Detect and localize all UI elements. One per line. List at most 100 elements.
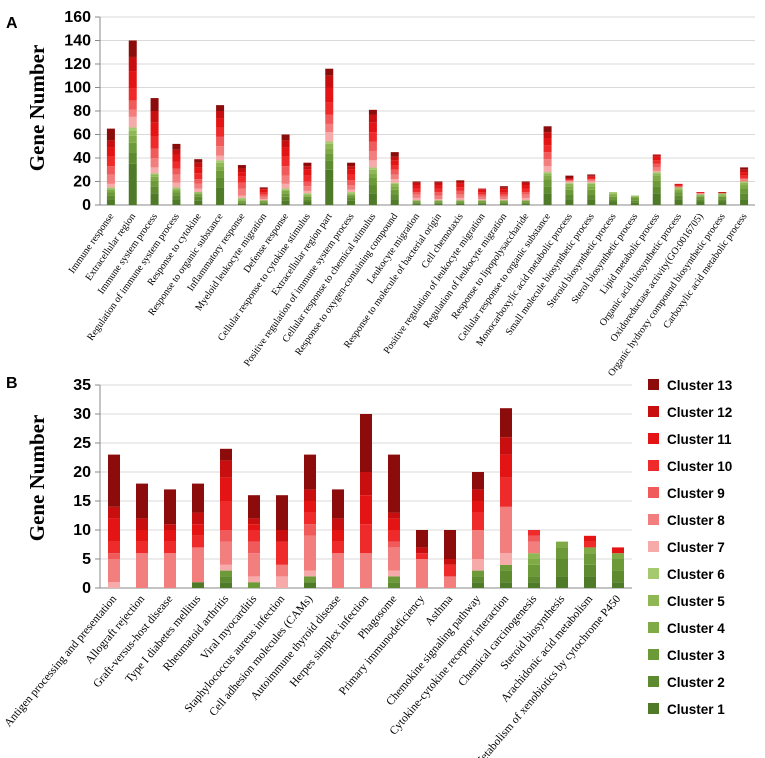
bar-segment-cluster-10 [388, 530, 400, 542]
bar-segment-cluster-3 [194, 194, 203, 197]
bar-segment-cluster-4 [106, 189, 115, 193]
bar-segment-cluster-11 [478, 189, 487, 193]
bar-segment-cluster-11 [543, 138, 552, 146]
bar-segment-cluster-10 [216, 127, 225, 137]
bar-segment-cluster-3 [696, 196, 705, 200]
bar-segment-cluster-13 [332, 489, 344, 519]
bar-segment-cluster-10 [456, 187, 465, 191]
bar-segment-cluster-7 [194, 188, 203, 193]
bar-segment-cluster-8 [456, 194, 465, 198]
bar-segment-cluster-13 [565, 175, 574, 178]
bar-segment-cluster-6 [368, 167, 377, 170]
bar-segment-cluster-7 [281, 183, 290, 189]
bar-segment-cluster-3 [652, 180, 661, 187]
bar-segment-cluster-3 [472, 570, 484, 577]
bar-segment-cluster-12 [281, 140, 290, 148]
bar-segment-cluster-10 [347, 174, 356, 181]
bar-segment-cluster-11 [192, 524, 204, 536]
bar-segment-cluster-1 [478, 203, 487, 205]
bar-segment-cluster-3 [556, 547, 568, 559]
bar-segment-cluster-9 [652, 163, 661, 168]
bar-segment-cluster-5 [630, 195, 639, 197]
bar-segment-cluster-7 [478, 199, 487, 201]
bar-segment-cluster-8 [416, 559, 428, 588]
bar-segment-cluster-1 [696, 201, 705, 205]
bar-segment-cluster-11 [412, 185, 421, 189]
bar-segment-cluster-13 [368, 109, 377, 115]
y-tick-label: 160 [64, 9, 91, 26]
legend-swatch [648, 595, 659, 606]
bar-segment-cluster-10 [674, 185, 683, 187]
bar-segment-cluster-8 [216, 146, 225, 156]
legend-swatch [648, 703, 659, 714]
bar-segment-cluster-11 [360, 495, 372, 525]
bar-segment-cluster-5 [172, 188, 181, 190]
bar-segment-cluster-10 [584, 541, 596, 548]
bar-segment-cluster-13 [587, 174, 596, 176]
bar-segment-cluster-10 [652, 160, 661, 164]
bar-segment-cluster-7 [521, 197, 530, 201]
bar-segment-cluster-5 [674, 188, 683, 190]
bar-segment-cluster-1 [630, 202, 639, 205]
bar-segment-cluster-6 [347, 192, 356, 194]
bar-segment-cluster-10 [416, 553, 428, 559]
legend-label: Cluster 8 [667, 513, 725, 528]
bar-segment-cluster-10 [304, 512, 316, 525]
bar-segment-cluster-11 [499, 189, 508, 193]
bar-segment-cluster-8 [106, 174, 115, 184]
bar-segment-cluster-4 [630, 196, 639, 198]
bar-segment-cluster-10 [194, 173, 203, 180]
bar-segment-cluster-10 [360, 524, 372, 554]
bar-segment-cluster-11 [740, 172, 749, 176]
bar-segment-cluster-1 [304, 582, 316, 588]
bar-segment-cluster-9 [347, 180, 356, 186]
bar-segment-cluster-8 [237, 188, 246, 196]
bar-segment-cluster-12 [565, 177, 574, 180]
bar-segment-cluster-9 [259, 194, 268, 197]
bar-segment-cluster-1 [412, 203, 421, 205]
bar-segment-cluster-13 [543, 126, 552, 133]
bar-segment-cluster-8 [303, 186, 312, 191]
bar-segment-cluster-4 [390, 186, 399, 190]
bar-segment-cluster-4 [543, 175, 552, 180]
bar-segment-cluster-13 [412, 181, 421, 183]
bar-segment-cluster-6 [237, 197, 246, 200]
bar-segment-cluster-11 [456, 183, 465, 188]
bar-segment-cluster-4 [150, 176, 159, 181]
bar-segment-cluster-7 [106, 183, 115, 188]
bar-segment-cluster-12 [216, 111, 225, 119]
bar-segment-cluster-3 [303, 196, 312, 200]
bar-segment-cluster-10 [220, 501, 232, 530]
bar-segment-cluster-4 [237, 200, 246, 202]
panel-b-label: B [6, 375, 18, 392]
bar-segment-cluster-2 [521, 202, 530, 204]
bar-segment-cluster-10 [303, 175, 312, 182]
bar-segment-cluster-5 [194, 192, 203, 194]
bar-segment-cluster-2 [325, 160, 334, 170]
bar-segment-cluster-11 [612, 547, 624, 554]
bar-segment-cluster-10 [164, 541, 176, 554]
bar-segment-cluster-12 [412, 182, 421, 186]
bar-segment-cluster-12 [106, 140, 115, 148]
y-tick-label: 0 [82, 580, 91, 597]
bar-segment-cluster-8 [304, 535, 316, 571]
bar-segment-cluster-1 [456, 203, 465, 205]
bar-segment-cluster-4 [347, 194, 356, 196]
bar-segment-cluster-8 [172, 174, 181, 183]
bar-segment-cluster-2 [388, 582, 400, 588]
bar-segment-cluster-12 [248, 518, 260, 525]
bar-segment-cluster-7 [276, 576, 288, 588]
bar-segment-cluster-4 [612, 553, 624, 559]
bar-segment-cluster-13 [192, 483, 204, 513]
bar-segment-cluster-13 [325, 68, 334, 76]
legend-swatch [648, 622, 659, 633]
legend-swatch [648, 379, 659, 390]
bar-segment-cluster-2 [556, 559, 568, 577]
bar-segment-cluster-9 [543, 152, 552, 160]
bar-segment-cluster-1 [216, 187, 225, 205]
bar-segment-cluster-10 [325, 102, 334, 115]
bar-segment-cluster-1 [740, 199, 749, 205]
bar-segment-cluster-11 [108, 518, 120, 542]
bar-segment-cluster-4 [194, 193, 203, 195]
bar-segment-cluster-4 [556, 541, 568, 548]
